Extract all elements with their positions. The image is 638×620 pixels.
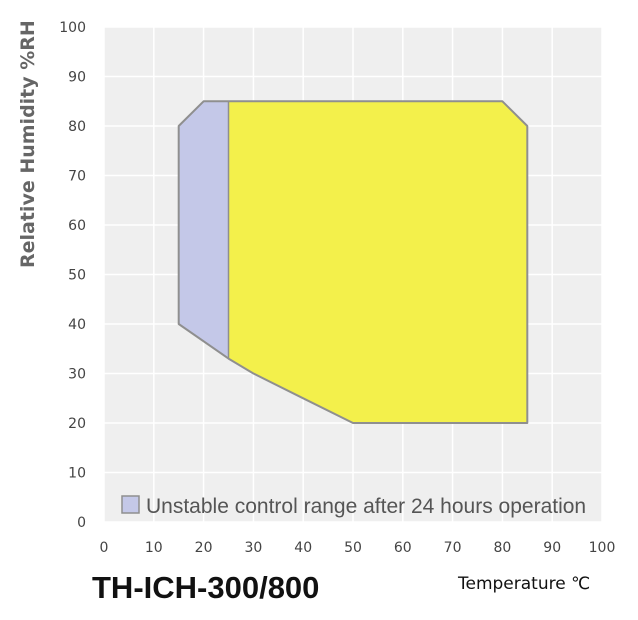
x-tick-label-5: 50 [344,540,362,556]
y-tick-label-3: 30 [68,367,86,383]
y-tick-label-8: 80 [68,119,86,135]
y-tick-label-2: 20 [68,416,86,432]
x-tick-label-9: 90 [543,540,561,556]
range-outline [177,100,529,424]
y-tick-label-6: 60 [68,218,86,234]
x-tick-label-3: 30 [244,540,262,556]
legend-label: Unstable control range after 24 hours op… [146,495,586,518]
x-tick-label-0: 0 [100,540,109,556]
x-tick-label-1: 10 [145,540,163,556]
x-tick-labels: 0 10 20 30 40 50 60 70 80 90 100 [100,540,616,556]
y-tick-label-1: 10 [68,466,86,482]
y-tick-label-4: 40 [68,317,86,333]
chart-title: TH-ICH-300/800 [92,570,319,605]
legend: Unstable control range after 24 hours op… [121,495,586,518]
y-tick-label-10: 100 [59,20,86,36]
area-series-0 [178,101,229,359]
x-tick-label-2: 20 [195,540,213,556]
x-axis-label: Temperature ℃ [457,574,590,594]
legend-swatch [121,495,140,514]
x-tick-label-4: 40 [294,540,312,556]
x-tick-label-6: 60 [394,540,412,556]
data-areas [177,100,529,424]
y-tick-label-7: 70 [68,169,86,185]
y-tick-label-5: 50 [68,268,86,284]
y-tick-labels: 0 10 20 30 40 50 60 70 80 90 100 [59,20,86,531]
area-series-1 [228,101,528,424]
x-tick-label-7: 70 [444,540,462,556]
x-tick-label-8: 80 [493,540,511,556]
x-tick-label-10: 100 [589,540,616,556]
y-tick-label-9: 90 [68,70,86,86]
y-axis-label: Relative Humidity %RH [17,20,39,268]
y-tick-label-0: 0 [77,515,86,531]
